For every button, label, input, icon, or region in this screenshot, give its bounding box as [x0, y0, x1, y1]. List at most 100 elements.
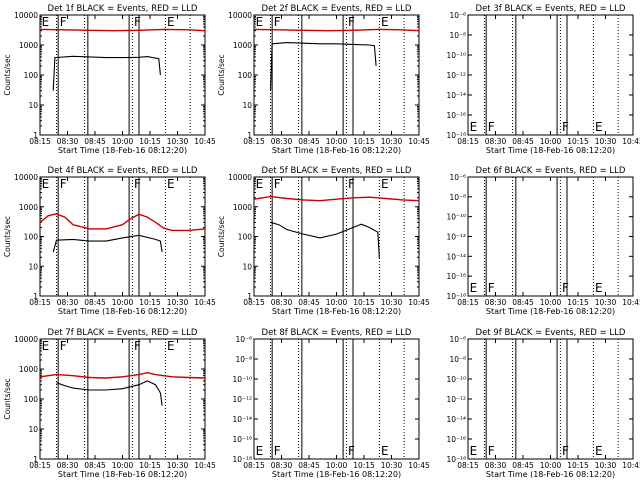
- series-events: [52, 55, 161, 91]
- event-marker-label: E: [42, 15, 50, 29]
- y-tick-label: 100: [238, 71, 253, 80]
- x-tick-label: 08:45: [84, 298, 106, 307]
- y-tick-label: 1000: [19, 41, 38, 50]
- event-marker-label: F: [348, 15, 355, 29]
- x-tick-label: 10:15: [567, 461, 589, 470]
- y-tick-label: 10000: [228, 173, 252, 182]
- panel-title: Det 7f BLACK = Events, RED = LLD: [48, 328, 198, 338]
- series-lld: [39, 213, 206, 232]
- panel-5: Det 5f BLACK = Events, RED = LLD10000100…: [217, 166, 430, 316]
- plot-frame: [253, 338, 420, 460]
- x-tick-label: 08:45: [84, 461, 106, 470]
- y-tick-label: 10⁻¹²: [446, 233, 466, 242]
- y-tick-label: 10⁻¹²: [446, 395, 466, 404]
- y-tick-label: 1: [33, 131, 38, 140]
- x-tick-label: 10:30: [381, 298, 403, 307]
- y-tick-label: 1000: [19, 365, 38, 374]
- event-marker-label: E: [595, 281, 603, 295]
- x-tick-label: 08:30: [271, 298, 293, 307]
- y-tick-label: 10: [28, 262, 38, 271]
- panel-title: Det 6f BLACK = Events, RED = LLD: [476, 166, 626, 176]
- x-tick-label: 08:30: [271, 461, 293, 470]
- y-tick-label: 10⁻¹⁸: [446, 455, 466, 464]
- x-tick-label: 10:00: [540, 298, 562, 307]
- x-tick-label: 10:45: [622, 137, 640, 146]
- y-tick-label: 1: [247, 131, 252, 140]
- y-tick-label: 1000: [19, 203, 38, 212]
- x-tick-label: 08:45: [298, 298, 320, 307]
- plot-frame: [467, 176, 634, 297]
- x-tick-label: 10:30: [167, 298, 189, 307]
- x-tick-label: 10:30: [595, 298, 617, 307]
- y-tick-label: 10: [242, 101, 252, 110]
- x-tick-label: 10:00: [112, 461, 134, 470]
- y-tick-label: 1000: [233, 41, 252, 50]
- plot-frame: [467, 338, 634, 460]
- x-tick-label: 08:45: [298, 461, 320, 470]
- x-axis-label: Start Time (18-Feb-16 08:12:20): [272, 307, 401, 316]
- event-marker-label: F: [348, 177, 355, 191]
- x-axis-label: Start Time (18-Feb-16 08:12:20): [58, 470, 187, 479]
- event-marker-label: F: [274, 177, 281, 191]
- panel-7: Det 7f BLACK = Events, RED = LLD 10000 100…: [3, 328, 216, 479]
- event-marker-label: E: [381, 444, 389, 458]
- y-axis-label: Counts/sec: [3, 54, 12, 95]
- panel-title: Det 1f BLACK = Events, RED = LLD: [48, 4, 198, 14]
- event-marker-label: E: [256, 177, 264, 191]
- event-marker-label: E: [595, 120, 603, 134]
- y-tick-label: 10⁻⁸: [235, 355, 252, 364]
- y-axis-label: Counts/sec: [217, 54, 226, 95]
- plot-frame: [467, 14, 634, 136]
- event-marker-label: E: [470, 120, 478, 134]
- y-tick-label: 10⁻¹⁰: [446, 375, 466, 384]
- x-tick-label: 10:15: [139, 137, 161, 146]
- x-axis-label: Start Time (18-Feb-16 08:12:20): [58, 307, 187, 316]
- panel-4: Det 4f BLACK = Events, RED = LLD10000100…: [3, 166, 216, 316]
- event-marker-label: E: [167, 15, 175, 29]
- event-marker-label: F: [60, 177, 67, 191]
- event-marker-label: F: [134, 15, 141, 29]
- x-tick-label: 08:30: [57, 298, 79, 307]
- x-axis-label: Start Time (18-Feb-16 08:12:20): [486, 470, 615, 479]
- x-tick-label: 10:45: [194, 298, 216, 307]
- x-tick-label: 08:45: [84, 137, 106, 146]
- x-tick-label: 10:15: [353, 298, 375, 307]
- event-marker-label: F: [274, 15, 281, 29]
- x-tick-label: 08:15: [457, 137, 479, 146]
- x-tick-label: 10:30: [595, 137, 617, 146]
- x-tick-label: 10:45: [408, 137, 430, 146]
- x-tick-label: 08:15: [243, 298, 265, 307]
- y-tick-label: 10⁻⁶: [449, 173, 466, 182]
- series-lld: [39, 371, 206, 379]
- event-marker-label: E: [256, 15, 264, 29]
- y-tick-label: 10⁻¹⁴: [446, 415, 466, 424]
- x-tick-label: 10:30: [167, 137, 189, 146]
- y-tick-label: 10⁻⁶: [235, 335, 252, 344]
- x-tick-label: 10:15: [353, 461, 375, 470]
- y-axis-label: Counts/sec: [3, 378, 12, 419]
- x-tick-label: 10:15: [353, 137, 375, 146]
- y-tick-label: 1000: [233, 203, 252, 212]
- y-tick-label: 10⁻⁸: [449, 31, 466, 40]
- x-tick-label: 10:45: [408, 461, 430, 470]
- y-tick-label: 10000: [14, 11, 38, 20]
- event-marker-label: F: [562, 281, 569, 295]
- x-tick-label: 10:45: [194, 137, 216, 146]
- x-tick-label: 08:30: [485, 461, 507, 470]
- x-tick-label: 10:00: [540, 137, 562, 146]
- y-tick-label: 10000: [14, 335, 38, 344]
- x-tick-label: 08:30: [271, 137, 293, 146]
- x-axis-label: Start Time (18-Feb-16 08:12:20): [58, 146, 187, 155]
- event-marker-label: E: [381, 177, 389, 191]
- x-tick-label: 08:30: [57, 137, 79, 146]
- y-tick-label: 10⁻¹⁶: [446, 435, 466, 444]
- y-tick-label: 100: [238, 233, 253, 242]
- x-axis-label: Start Time (18-Feb-16 08:12:20): [486, 146, 615, 155]
- x-tick-label: 10:45: [622, 461, 640, 470]
- x-tick-label: 08:15: [457, 298, 479, 307]
- x-axis-label: Start Time (18-Feb-16 08:12:20): [272, 146, 401, 155]
- event-marker-label: E: [42, 339, 50, 353]
- y-tick-label: 10⁻¹⁰: [232, 375, 252, 384]
- y-tick-label: 10⁻⁸: [449, 193, 466, 202]
- panel-6: Det 6f BLACK = Events, RED = LLD 10⁻⁶ 10⁻⁸…: [446, 166, 640, 316]
